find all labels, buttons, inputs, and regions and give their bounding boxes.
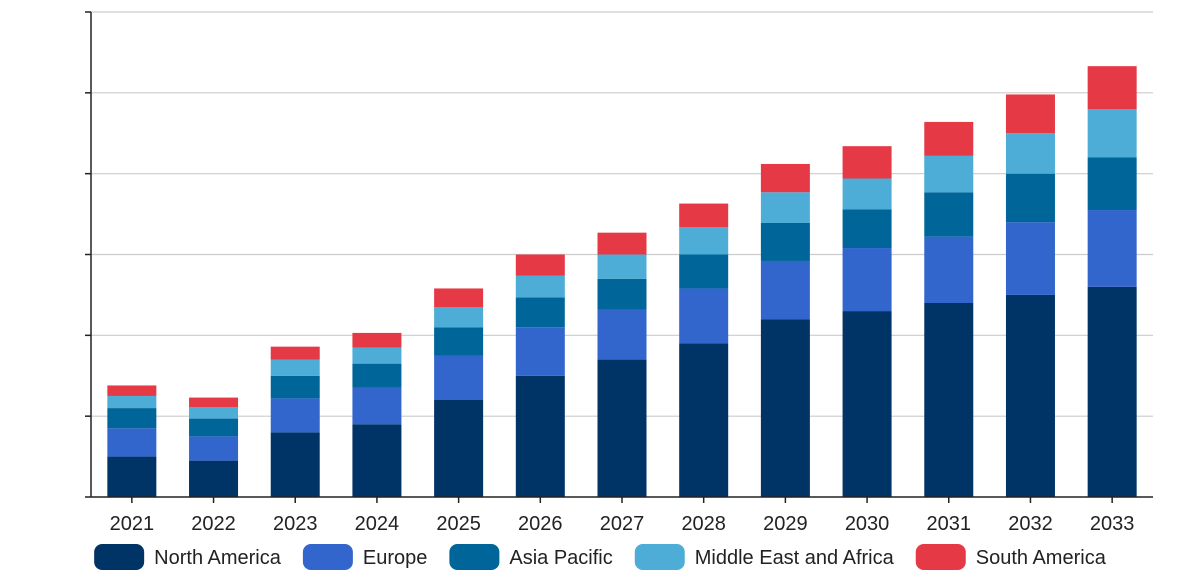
axes bbox=[85, 11, 1153, 503]
bar-segment-south-america-2021 bbox=[107, 385, 157, 396]
legend: North America Europe Asia Pacific Middle Ea… bbox=[94, 544, 1107, 570]
bar-segment-middle-east-and-africa-2031 bbox=[924, 155, 974, 193]
legend-item-south-america: South America bbox=[915, 544, 1107, 570]
bar-segment-asia-pacific-2025 bbox=[434, 327, 484, 356]
bar-segment-south-america-2030 bbox=[842, 146, 892, 179]
bar-segment-middle-east-and-africa-2022 bbox=[189, 407, 239, 419]
x-tick-label: 2027 bbox=[600, 513, 645, 535]
bar-segment-south-america-2026 bbox=[515, 254, 565, 276]
bar-segment-south-america-2033 bbox=[1087, 66, 1137, 109]
bar-segment-north-america-2026 bbox=[515, 375, 565, 497]
bar-segment-europe-2024 bbox=[352, 387, 402, 425]
x-tick-label: 2023 bbox=[273, 513, 318, 535]
bar-segment-asia-pacific-2033 bbox=[1087, 157, 1137, 211]
bar-segment-asia-pacific-2024 bbox=[352, 363, 402, 388]
bar-segment-north-america-2032 bbox=[1005, 294, 1055, 497]
bar-segment-north-america-2029 bbox=[760, 319, 810, 497]
x-tick-label: 2024 bbox=[355, 513, 400, 535]
x-tick-label: 2025 bbox=[436, 513, 481, 535]
bar-segment-asia-pacific-2021 bbox=[107, 408, 157, 429]
bar-segment-europe-2022 bbox=[189, 436, 239, 461]
legend-item-asia-pacific: Asia Pacific bbox=[449, 544, 613, 570]
bar-segment-europe-2028 bbox=[679, 288, 729, 344]
x-tick-label: 2032 bbox=[1008, 513, 1053, 535]
legend-label: Asia Pacific bbox=[509, 547, 612, 569]
bar-segment-north-america-2022 bbox=[189, 460, 239, 497]
bar-segment-middle-east-and-africa-2025 bbox=[434, 307, 484, 328]
bar-segment-europe-2025 bbox=[434, 355, 484, 400]
x-tick-label: 2021 bbox=[110, 513, 155, 535]
bar-segment-asia-pacific-2030 bbox=[842, 209, 892, 249]
bar-segment-north-america-2024 bbox=[352, 424, 402, 497]
bar-segment-middle-east-and-africa-2023 bbox=[270, 359, 320, 376]
bar-segment-middle-east-and-africa-2026 bbox=[515, 275, 565, 298]
legend-swatch bbox=[302, 544, 353, 570]
x-tick-label: 2026 bbox=[518, 513, 563, 535]
legend-swatch bbox=[449, 544, 500, 570]
bar-segment-south-america-2025 bbox=[434, 288, 484, 308]
bar-segment-europe-2021 bbox=[107, 428, 157, 457]
legend-swatch bbox=[94, 544, 145, 570]
bar-segment-south-america-2027 bbox=[597, 232, 647, 255]
bar-segment-asia-pacific-2027 bbox=[597, 278, 647, 310]
bar-segment-europe-2031 bbox=[924, 236, 974, 303]
bar-segment-north-america-2033 bbox=[1087, 286, 1137, 497]
legend-label: Europe bbox=[363, 547, 428, 569]
x-tick-label: 2028 bbox=[681, 513, 726, 535]
bar-segment-europe-2027 bbox=[597, 309, 647, 360]
bar-segment-middle-east-and-africa-2024 bbox=[352, 347, 402, 364]
bar-segment-north-america-2028 bbox=[679, 343, 729, 497]
bar-segment-south-america-2029 bbox=[760, 163, 810, 193]
bar-segment-middle-east-and-africa-2032 bbox=[1005, 133, 1055, 174]
legend-item-middle-east-and-africa: Middle East and Africa bbox=[634, 544, 895, 570]
bar-segment-south-america-2028 bbox=[679, 203, 729, 228]
bars bbox=[107, 66, 1137, 497]
bar-segment-middle-east-and-africa-2028 bbox=[679, 227, 729, 255]
legend-label: North America bbox=[154, 547, 282, 569]
bar-segment-asia-pacific-2028 bbox=[679, 254, 729, 289]
x-tick-label: 2030 bbox=[845, 513, 890, 535]
bar-segment-asia-pacific-2022 bbox=[189, 418, 239, 437]
bar-segment-south-america-2023 bbox=[270, 346, 320, 360]
bar-segment-north-america-2030 bbox=[842, 311, 892, 497]
bar-segment-europe-2030 bbox=[842, 248, 892, 312]
bar-segment-south-america-2022 bbox=[189, 397, 239, 408]
x-tick-label: 2022 bbox=[191, 513, 236, 535]
bar-segment-asia-pacific-2023 bbox=[270, 375, 320, 399]
legend-item-north-america: North America bbox=[94, 544, 282, 570]
bar-segment-south-america-2032 bbox=[1005, 94, 1055, 134]
legend-label: South America bbox=[976, 547, 1107, 569]
bar-segment-asia-pacific-2031 bbox=[924, 192, 974, 237]
legend-item-europe: Europe bbox=[302, 544, 428, 570]
legend-label: Middle East and Africa bbox=[695, 547, 895, 569]
bar-segment-north-america-2031 bbox=[924, 303, 974, 497]
bar-segment-asia-pacific-2032 bbox=[1005, 173, 1055, 223]
x-tick-label: 2033 bbox=[1090, 513, 1135, 535]
bar-segment-europe-2026 bbox=[515, 327, 565, 376]
bar-segment-middle-east-and-africa-2029 bbox=[760, 192, 810, 223]
bar-segment-europe-2029 bbox=[760, 260, 810, 320]
bar-segment-middle-east-and-africa-2021 bbox=[107, 395, 157, 409]
bar-segment-south-america-2031 bbox=[924, 121, 974, 156]
bar-segment-europe-2032 bbox=[1005, 222, 1055, 295]
bar-segment-north-america-2027 bbox=[597, 359, 647, 497]
legend-swatch bbox=[634, 544, 685, 570]
bar-segment-middle-east-and-africa-2030 bbox=[842, 178, 892, 210]
bar-segment-asia-pacific-2026 bbox=[515, 297, 565, 328]
bar-segment-europe-2033 bbox=[1087, 210, 1137, 287]
x-tick-label: 2031 bbox=[927, 513, 972, 535]
bar-segment-asia-pacific-2029 bbox=[760, 222, 810, 261]
bar-segment-europe-2023 bbox=[270, 398, 320, 433]
legend-swatch bbox=[915, 544, 966, 570]
x-tick-labels: 2021 2022 2023 2024 2025 2026 2027 2028 2029 2030… bbox=[110, 513, 1135, 535]
bar-segment-north-america-2025 bbox=[434, 400, 484, 497]
bar-segment-north-america-2023 bbox=[270, 432, 320, 497]
bar-segment-middle-east-and-africa-2027 bbox=[597, 254, 647, 279]
bar-segment-south-america-2024 bbox=[352, 332, 402, 348]
bar-segment-north-america-2021 bbox=[107, 456, 157, 497]
x-tick-label: 2029 bbox=[763, 513, 808, 535]
bar-segment-middle-east-and-africa-2033 bbox=[1087, 109, 1137, 158]
